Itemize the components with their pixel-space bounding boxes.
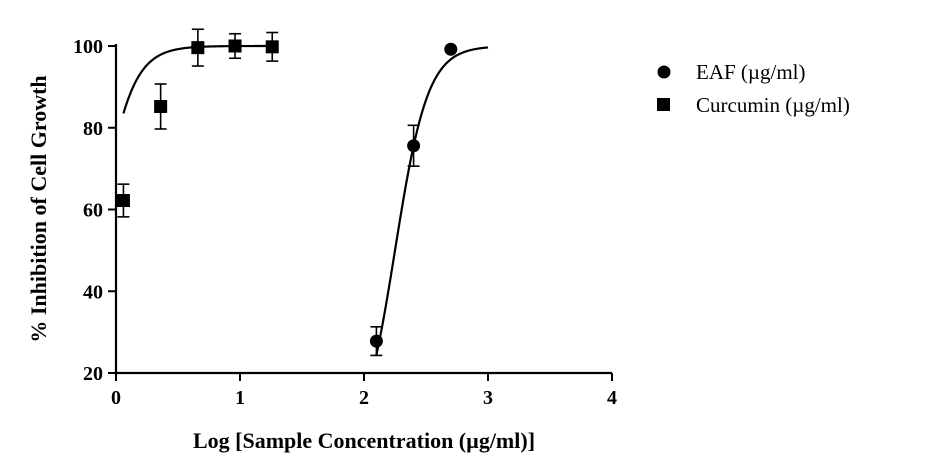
axis-ticks: 0 1 2 3 4 20 40 60 80 100 bbox=[73, 36, 617, 409]
data-markers bbox=[116, 39, 458, 348]
y-axis-title: % Inhibition of Cell Growth bbox=[26, 75, 51, 342]
data-point-eaf bbox=[407, 139, 421, 153]
x-axis-title: Log [Sample Concentration (µg/ml)] bbox=[193, 428, 535, 453]
legend-marker-curcumin bbox=[657, 98, 670, 111]
data-point-curcumin bbox=[191, 41, 205, 55]
data-point-eaf bbox=[444, 42, 458, 56]
data-point-curcumin bbox=[228, 39, 242, 53]
x-tick-label: 0 bbox=[111, 387, 121, 409]
y-tick-label: 60 bbox=[83, 200, 103, 222]
legend-marker-eaf bbox=[657, 65, 671, 79]
y-tick-label: 40 bbox=[83, 281, 103, 303]
legend: EAF (µg/ml) Curcumin (µg/ml) bbox=[657, 60, 850, 117]
y-tick-label: 100 bbox=[73, 36, 103, 58]
legend-label-curcumin: Curcumin (µg/ml) bbox=[696, 93, 850, 117]
legend-label-eaf: EAF (µg/ml) bbox=[696, 60, 806, 84]
y-tick-label: 80 bbox=[83, 118, 103, 140]
y-tick-label: 20 bbox=[83, 363, 103, 385]
fit-curve-eaf bbox=[375, 46, 489, 356]
error-bars bbox=[117, 28, 420, 357]
data-point-curcumin bbox=[265, 40, 279, 54]
x-tick-label: 2 bbox=[359, 387, 369, 409]
data-point-curcumin bbox=[154, 99, 168, 113]
data-point-curcumin bbox=[116, 194, 130, 208]
x-tick-label: 1 bbox=[235, 387, 245, 409]
data-point-eaf bbox=[369, 334, 383, 348]
x-tick-label: 3 bbox=[483, 387, 493, 409]
fit-curves bbox=[122, 44, 489, 356]
x-tick-label: 4 bbox=[607, 387, 617, 409]
